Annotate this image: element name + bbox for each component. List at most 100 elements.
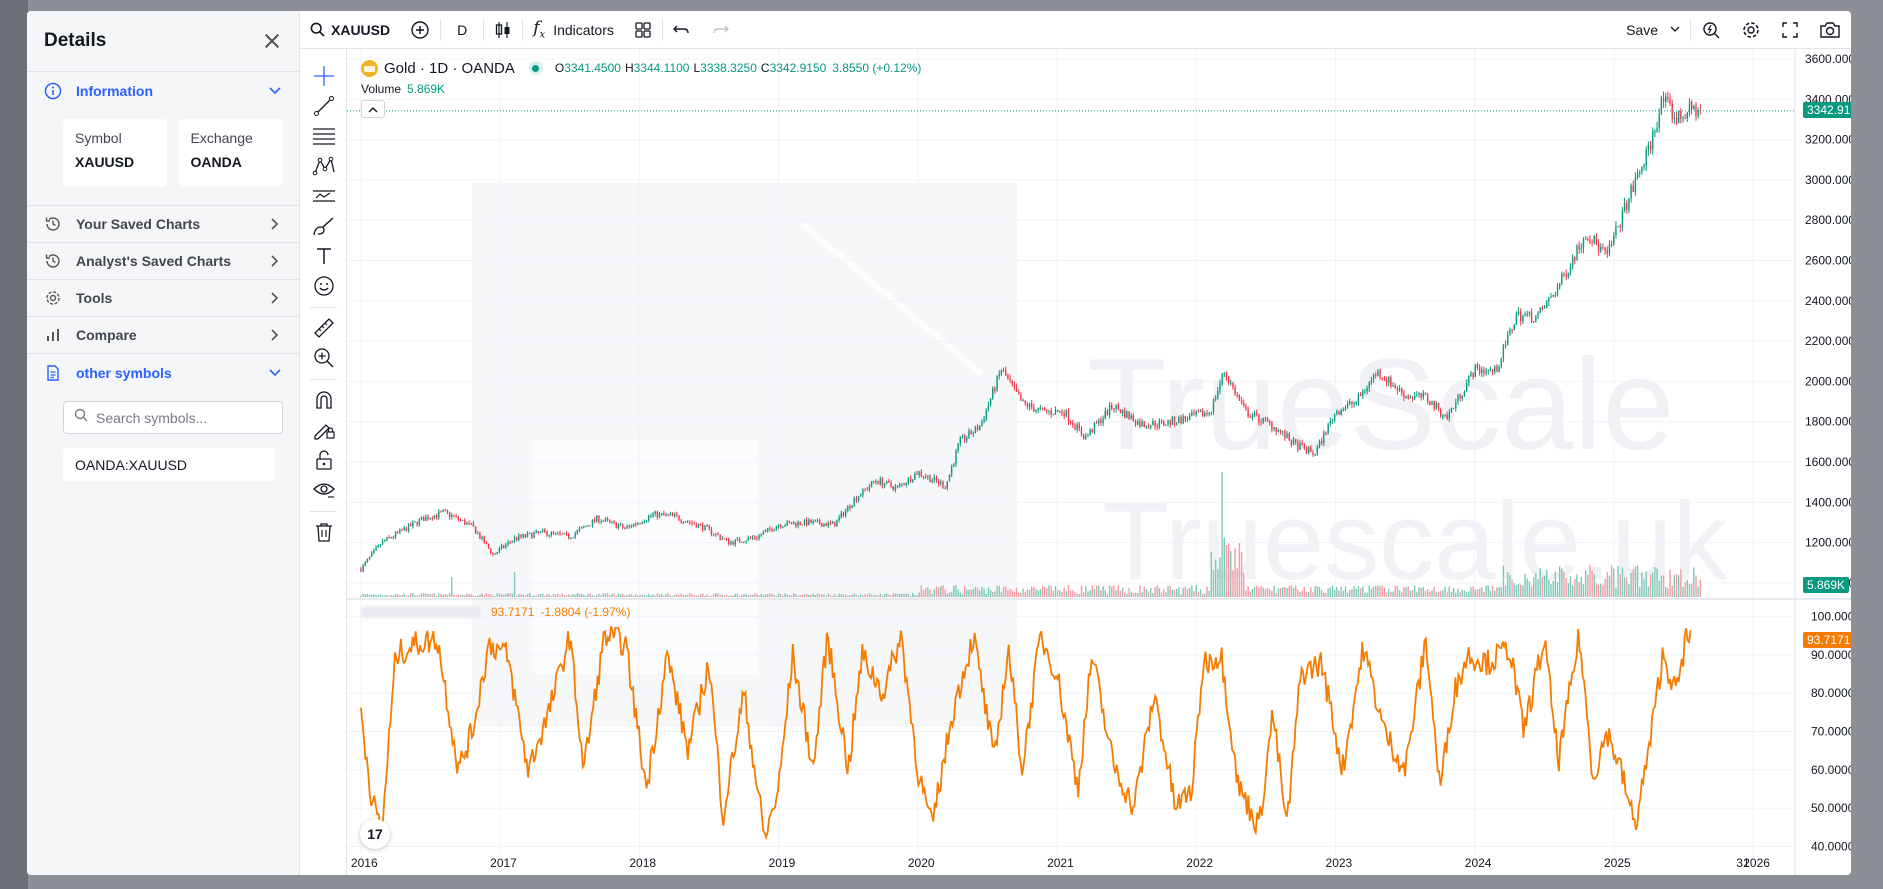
- candle-body: [669, 513, 672, 515]
- volume-bar: [1619, 573, 1621, 597]
- layouts-button[interactable]: [624, 11, 662, 49]
- candle-body: [617, 525, 620, 529]
- candle-body: [754, 537, 756, 539]
- candle-body: [1072, 422, 1074, 426]
- candle-body: [1009, 378, 1011, 381]
- candle-body: [654, 511, 656, 514]
- oscillator-tick-label: 90.0000: [1811, 648, 1851, 662]
- candle-body: [780, 525, 782, 528]
- candle-body: [665, 514, 667, 516]
- trend-line-tool[interactable]: [311, 93, 337, 119]
- candle-body: [1695, 105, 1697, 117]
- symbol-search-input[interactable]: [96, 409, 266, 426]
- volume-bar: [1597, 584, 1600, 597]
- measure-tool[interactable]: [311, 315, 337, 341]
- volume-bar: [371, 594, 373, 597]
- fullscreen-button[interactable]: [1771, 11, 1809, 49]
- volume-label[interactable]: Volume: [361, 82, 402, 96]
- crosshair-icon: [314, 66, 334, 86]
- candle-body: [676, 514, 678, 516]
- sidebar-item-analysts-saved-charts[interactable]: Analyst's Saved Charts: [27, 243, 299, 280]
- volume-bar: [963, 586, 966, 597]
- text-tool[interactable]: [311, 243, 337, 269]
- lock-drawings-tool[interactable]: [311, 447, 337, 473]
- sidebar-item-compare[interactable]: Compare: [27, 317, 299, 354]
- pattern-tool[interactable]: [311, 153, 337, 179]
- chart-canvas[interactable]: TrueScale Truescale.uk 3600.00003400.000…: [347, 49, 1851, 875]
- volume-bar: [1085, 586, 1087, 597]
- forecast-tool[interactable]: [311, 183, 337, 209]
- redo-button[interactable]: [701, 11, 739, 49]
- candle-body: [1621, 210, 1624, 228]
- candle-body: [702, 524, 704, 531]
- price-axis[interactable]: 3600.00003400.00003200.00003000.00002800…: [1805, 52, 1851, 590]
- remove-drawings-tool[interactable]: [311, 519, 337, 545]
- tradingview-logo[interactable]: 17: [360, 819, 390, 849]
- candle-body: [1227, 377, 1230, 384]
- snapshot-button[interactable]: [1809, 11, 1851, 49]
- volume-bar: [1695, 575, 1697, 597]
- candle-body: [730, 542, 732, 545]
- candle-body: [1556, 287, 1559, 295]
- volume-bar: [1264, 588, 1267, 597]
- brush-tool[interactable]: [311, 213, 337, 239]
- chart-area[interactable]: TrueScale Truescale.uk 3600.00003400.000…: [347, 49, 1851, 875]
- volume-bar: [1403, 587, 1405, 597]
- candle-body: [1619, 226, 1621, 228]
- symbol-search-button[interactable]: XAUUSD: [300, 11, 400, 49]
- sidebar-item-other-symbols[interactable]: other symbols: [27, 354, 299, 391]
- candle-body: [708, 526, 710, 529]
- volume-bar: [1468, 591, 1470, 597]
- candle-body: [1543, 307, 1546, 309]
- crosshair-tool[interactable]: [311, 63, 337, 89]
- close-icon[interactable]: [261, 30, 283, 52]
- volume-bar: [1266, 587, 1269, 597]
- candle-body: [1645, 149, 1647, 166]
- compare-symbol-button[interactable]: [400, 11, 440, 49]
- volume-bar: [784, 593, 786, 597]
- collapse-legend-button[interactable]: [361, 100, 385, 118]
- volume-bar: [723, 595, 726, 597]
- candle-body: [1130, 415, 1132, 419]
- volume-bar: [513, 572, 516, 597]
- indicators-button[interactable]: fx Indicators: [523, 11, 624, 49]
- volume-legend: Volume 5.869K: [361, 82, 445, 96]
- volume-bar: [1286, 588, 1288, 597]
- save-button[interactable]: Save: [1616, 11, 1690, 49]
- candle-body: [1457, 394, 1459, 402]
- emoji-tool[interactable]: [311, 273, 337, 299]
- sidebar-item-label: Compare: [76, 327, 137, 343]
- magnet-tool[interactable]: [311, 387, 337, 413]
- candle-body: [1013, 384, 1016, 387]
- interval-button[interactable]: D: [441, 11, 483, 49]
- settings-button[interactable]: [1731, 11, 1771, 49]
- quick-search-button[interactable]: [1691, 11, 1731, 49]
- sidebar-item-tools[interactable]: Tools: [27, 280, 299, 317]
- hide-drawings-tool[interactable]: [311, 477, 337, 503]
- zoom-tool[interactable]: [311, 345, 337, 371]
- chart-type-button[interactable]: [484, 11, 522, 49]
- candle-body: [922, 475, 925, 477]
- volume-bar: [368, 594, 371, 597]
- volume-bar: [470, 594, 472, 597]
- volume-bar: [1059, 590, 1061, 597]
- stay-drawing-tool[interactable]: [311, 417, 337, 443]
- oscillator-axis[interactable]: 100.0000 90.0000 80.0000 70.0000 60.0000 50.0…: [1811, 610, 1851, 854]
- time-axis[interactable]: 2016 2017 2018 2019 2020 2021 2022 2023 2024 2025…: [351, 856, 1770, 870]
- candle-body: [1277, 430, 1280, 433]
- volume-bar: [490, 594, 492, 597]
- sidebar-item-your-saved-charts[interactable]: Your Saved Charts: [27, 206, 299, 243]
- candle-body: [1195, 411, 1197, 415]
- chevron-right-icon: [268, 291, 282, 305]
- sidebar-item-information[interactable]: Information: [27, 72, 299, 109]
- candle-body: [950, 466, 953, 475]
- volume-bar: [1240, 551, 1243, 597]
- candle-body: [386, 537, 388, 541]
- symbol-title[interactable]: Gold · 1D · OANDA: [384, 59, 515, 77]
- fib-tool[interactable]: [311, 123, 337, 149]
- candle-body: [1299, 443, 1301, 450]
- volume-bar: [985, 593, 987, 597]
- symbol-list-item[interactable]: OANDA:XAUUSD: [63, 448, 275, 481]
- undo-button[interactable]: [663, 11, 701, 49]
- volume-bar: [1186, 589, 1189, 597]
